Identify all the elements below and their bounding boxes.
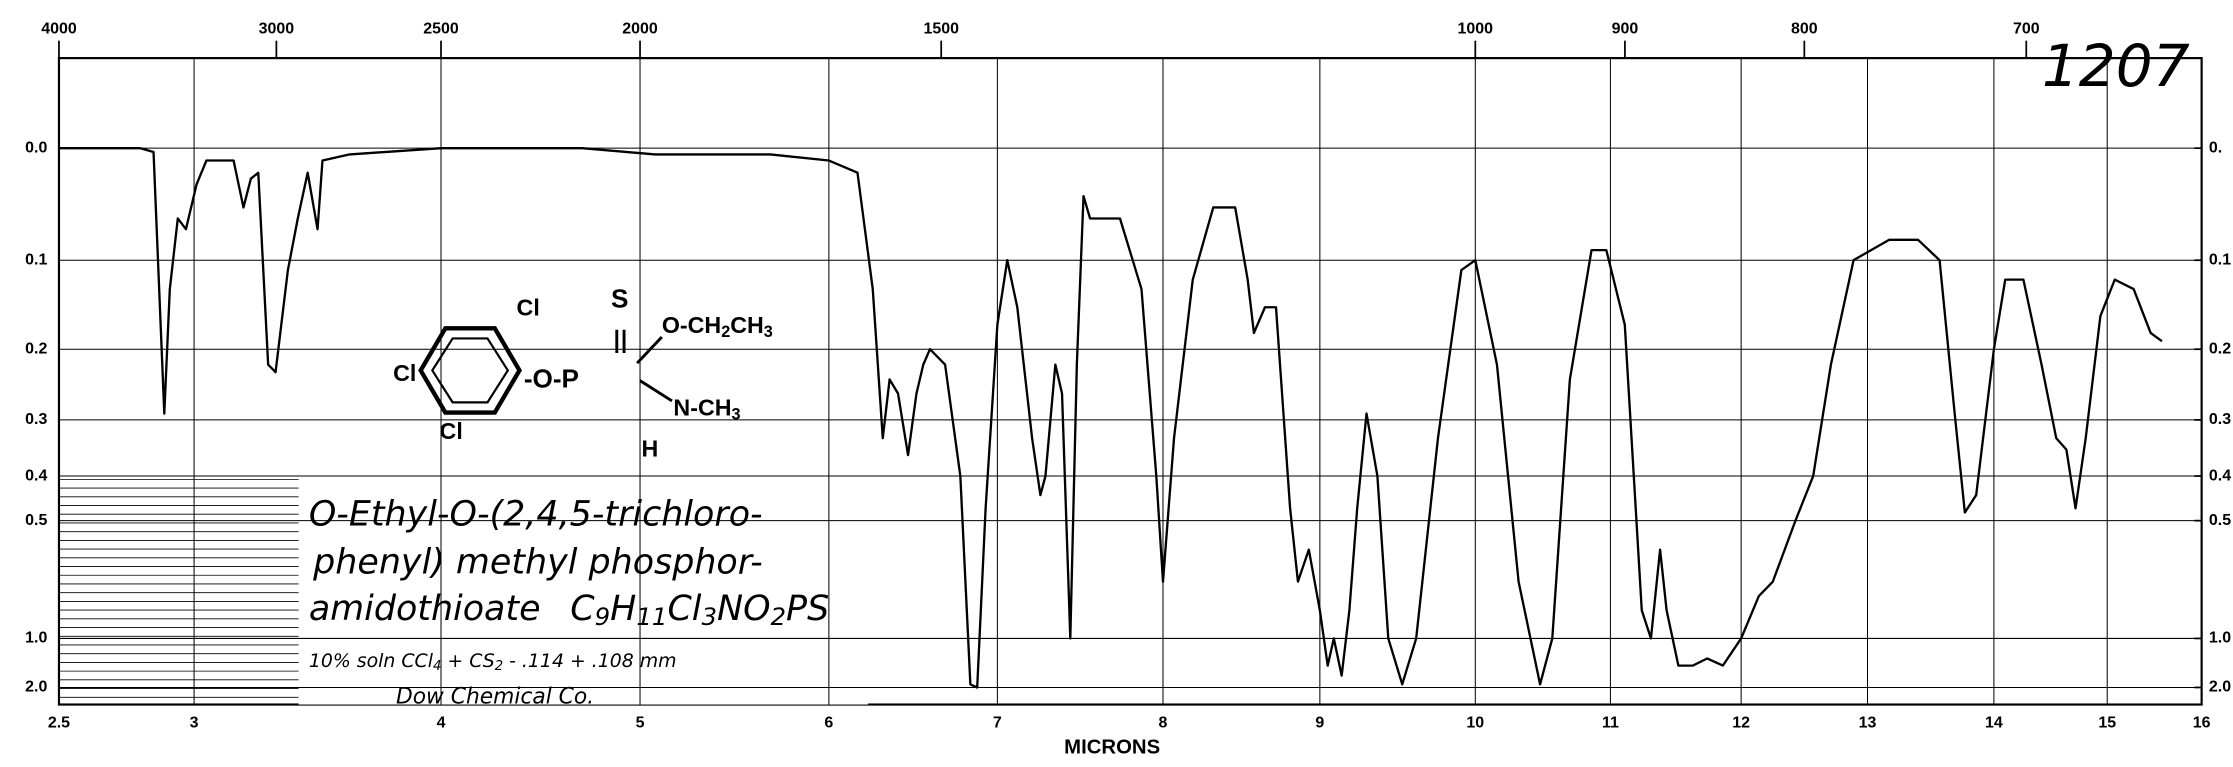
y2-tick-label: 0.1 <box>2209 251 2231 268</box>
y2-tick-label: 0. <box>2209 139 2222 156</box>
subscript: 3 <box>732 406 741 424</box>
x-axis-title: MICRONS <box>1064 736 1160 758</box>
y-tick-label: 0.3 <box>25 411 47 428</box>
x-tick-label: 12 <box>1732 715 1750 732</box>
formula: C9H11Cl3NO2PS <box>570 589 829 631</box>
x2-tick-label: 4000 <box>41 20 77 37</box>
text-part: C <box>570 589 595 629</box>
y2-tick-label: 0.3 <box>2209 411 2231 428</box>
x-tick-label: 16 <box>2193 715 2211 732</box>
x-tick-label: 15 <box>2098 715 2116 732</box>
y-tick-label: 2.0 <box>25 679 47 696</box>
text-part: 10% soln CCl <box>309 649 434 671</box>
y2-tick-label: 0.2 <box>2209 340 2231 357</box>
solvent-note: 10% soln CCl4 + CS2 - .114 + .108 mm <box>309 649 677 673</box>
source: Dow Chemical Co. <box>396 684 594 709</box>
text-part: - .114 + .108 mm <box>503 649 676 671</box>
text-part: PS <box>786 589 829 629</box>
x-tick-label: 9 <box>1315 715 1324 732</box>
x2-tick-label: 1500 <box>923 20 959 37</box>
structure-label: Cl <box>393 360 416 386</box>
structure-label: Cl <box>440 418 463 444</box>
sample-id: 1207 <box>2042 32 2190 100</box>
structure-label: S <box>611 284 628 314</box>
structure-label: N-CH3 <box>673 395 740 424</box>
subscript: 3 <box>764 323 773 341</box>
y-tick-label: 1.0 <box>25 630 47 647</box>
structure-label: Cl <box>517 295 540 321</box>
structure-label: H <box>641 435 658 461</box>
subscript: 3 <box>701 603 717 632</box>
subscript: 9 <box>595 603 611 632</box>
y-tick-label: 0.0 <box>25 139 47 156</box>
x2-tick-label: 700 <box>2013 20 2040 37</box>
x-tick-label: 14 <box>1985 715 2003 732</box>
x2-tick-label: 2500 <box>423 20 459 37</box>
text-part: CH <box>730 312 764 338</box>
x2-tick-label: 900 <box>1612 20 1639 37</box>
x-tick-label: 3 <box>190 715 199 732</box>
x2-tick-label: 3000 <box>259 20 295 37</box>
y2-tick-label: 2.0 <box>2209 679 2231 696</box>
text-part: H <box>610 589 636 629</box>
structure: Cl Cl Cl -O-P S O-CH2CH3 N-CH3 H <box>393 284 773 462</box>
benzene-inner <box>431 337 510 404</box>
y-tick-label: 0.1 <box>25 251 47 268</box>
spectrum-line <box>58 147 2163 689</box>
x-tick-label: 11 <box>1602 715 1619 732</box>
text-part: N-CH <box>673 395 731 421</box>
text-part: O-CH <box>662 312 721 338</box>
x-tick-label: 7 <box>993 715 1002 732</box>
label-box <box>298 472 869 705</box>
x-tick-label: 10 <box>1466 715 1484 732</box>
x-tick-label: 8 <box>1159 715 1168 732</box>
subscript: 2 <box>495 659 503 674</box>
compound-name: O-Ethyl-O-(2,4,5-trichloro- <box>309 495 763 535</box>
x-tick-label: 2.5 <box>48 715 70 732</box>
x-tick-label: 13 <box>1859 715 1877 732</box>
text-part: Cl <box>667 589 701 629</box>
bonds <box>615 329 673 403</box>
x2-tick-label: 1000 <box>1458 20 1494 37</box>
y-tick-label: 0.4 <box>25 467 47 484</box>
x2-tick-label: 800 <box>1791 20 1818 37</box>
subscript: 11 <box>636 603 667 632</box>
x-tick-label: 5 <box>636 715 645 732</box>
compound-label: O-Ethyl-O-(2,4,5-trichloro- phenyl) meth… <box>309 495 829 710</box>
x-tick-label: 6 <box>824 715 833 732</box>
y2-tick-label: 1.0 <box>2209 630 2231 647</box>
y-tick-label: 0.2 <box>25 340 47 357</box>
structure-label: -O-P <box>524 364 579 394</box>
y-tick-label: 0.5 <box>25 512 47 529</box>
text-part: + CS <box>441 649 494 671</box>
y2-tick-label: 0.5 <box>2209 512 2231 529</box>
subscript: 2 <box>771 603 787 632</box>
subscript: 4 <box>433 659 441 674</box>
x2-tick-label: 2000 <box>622 20 658 37</box>
subscript: 2 <box>721 323 730 341</box>
benzene-ring <box>418 326 522 415</box>
structure-label: O-CH2CH3 <box>662 312 773 341</box>
compound-name: phenyl) methyl phosphor- <box>312 543 763 583</box>
x-tick-label: 4 <box>437 715 446 732</box>
hatched-corner <box>58 478 299 698</box>
compound-name: amidothioate <box>309 589 541 629</box>
text-part: NO <box>717 589 771 629</box>
y2-tick-label: 0.4 <box>2209 467 2231 484</box>
